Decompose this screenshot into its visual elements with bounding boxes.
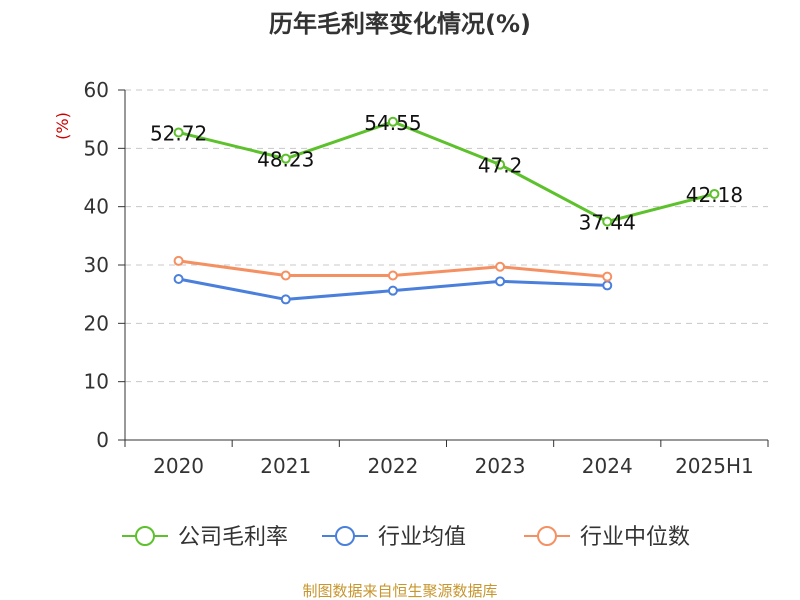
data-label: 52.72 <box>150 121 207 145</box>
y-tick-label: 50 <box>84 136 109 160</box>
series-line <box>178 120 715 224</box>
y-tick-label: 10 <box>84 370 109 394</box>
x-tick-label: 2024 <box>582 454 633 478</box>
y-tick-label: 40 <box>84 195 109 219</box>
data-point <box>495 261 506 272</box>
y-axis-unit: (%) <box>53 112 72 140</box>
chart-title: 历年毛利率变化情况(%) <box>269 10 531 38</box>
y-tick-label: 30 <box>84 253 109 277</box>
legend-swatch-marker <box>135 526 155 546</box>
legend: 公司毛利率 行业均值 行业中位数 <box>122 525 690 550</box>
legend-swatch-marker <box>537 526 557 546</box>
x-tick-label: 2022 <box>367 454 418 478</box>
data-point <box>387 285 398 296</box>
axes: 0 10 20 30 40 50 60 2020 2021 2022 2023 2024 2025H1 <box>84 78 769 478</box>
grid-lines <box>125 89 768 383</box>
data-label: 48.23 <box>257 148 314 172</box>
x-tick-label: 2023 <box>475 454 526 478</box>
data-point <box>173 127 184 138</box>
legend-item-1: 行业均值 <box>322 525 466 550</box>
y-tick-label: 60 <box>84 78 109 102</box>
data-point <box>387 116 398 127</box>
data-point <box>602 216 613 227</box>
y-tick-label: 0 <box>96 428 109 452</box>
x-tick-label: 2021 <box>260 454 311 478</box>
data-label: 47.2 <box>478 154 523 178</box>
data-point <box>173 255 184 266</box>
legend-label: 公司毛利率 <box>178 525 288 550</box>
data-label: 42.18 <box>686 183 743 207</box>
data-point <box>602 280 613 291</box>
data-label: 54.55 <box>364 111 421 135</box>
series-1 <box>173 274 613 305</box>
y-tick-label: 20 <box>84 311 109 335</box>
legend-swatch-marker <box>335 526 355 546</box>
data-point <box>280 153 291 164</box>
x-tick-label: 2025H1 <box>675 454 754 478</box>
series-group: 52.72 48.23 54.55 47.2 37.44 42.18 <box>150 111 743 305</box>
legend-label: 行业中位数 <box>580 525 690 550</box>
data-point <box>709 188 720 199</box>
data-point <box>280 270 291 281</box>
data-point <box>280 294 291 305</box>
x-tick-label: 2020 <box>153 454 204 478</box>
data-point <box>387 270 398 281</box>
legend-item-0: 公司毛利率 <box>122 525 288 550</box>
data-point <box>495 159 506 170</box>
legend-label: 行业均值 <box>378 525 466 550</box>
data-point <box>495 276 506 287</box>
data-point <box>602 271 613 282</box>
series-2 <box>173 255 613 282</box>
source-note: 制图数据来自恒生聚源数据库 <box>302 582 497 600</box>
data-label: 37.44 <box>579 211 636 235</box>
legend-item-2: 行业中位数 <box>524 525 690 550</box>
series-0: 52.72 48.23 54.55 47.2 37.44 42.18 <box>150 111 743 235</box>
data-point <box>173 274 184 284</box>
